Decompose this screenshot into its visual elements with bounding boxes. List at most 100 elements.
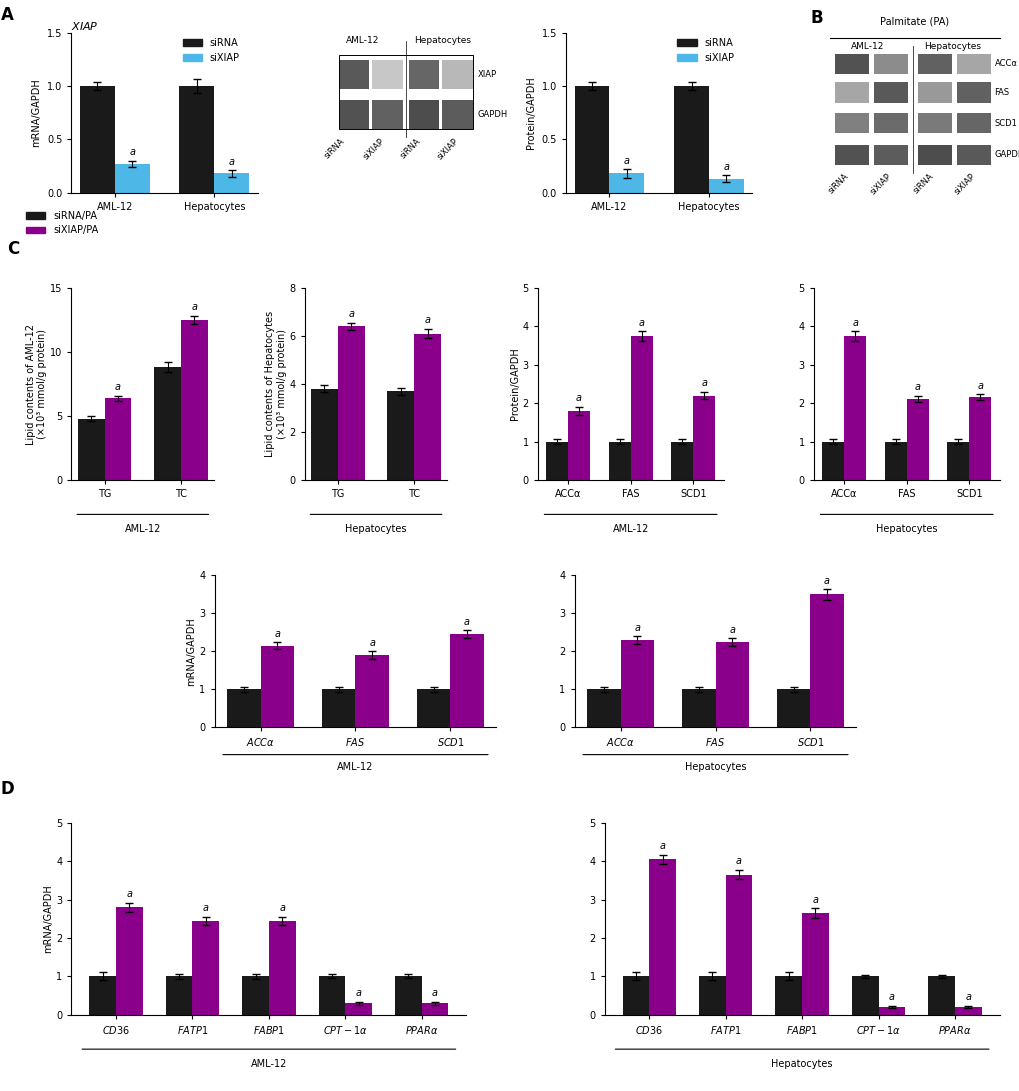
FancyBboxPatch shape — [835, 82, 868, 103]
Bar — [608, 442, 630, 480]
Text: siRNA: siRNA — [322, 136, 346, 160]
Text: a: a — [624, 156, 629, 166]
Text: a: a — [888, 992, 894, 1002]
Text: a: a — [274, 628, 280, 639]
Text: AML-12: AML-12 — [850, 43, 883, 51]
Bar — [546, 442, 568, 480]
FancyBboxPatch shape — [957, 53, 990, 74]
Text: a: a — [126, 889, 132, 899]
Bar — [574, 86, 608, 192]
Bar — [776, 690, 810, 728]
Bar — [394, 976, 421, 1015]
FancyBboxPatch shape — [873, 145, 907, 166]
Bar — [193, 921, 219, 1015]
Legend: siRNA, siXIAP: siRNA, siXIAP — [178, 35, 244, 67]
Legend: siRNA/PA, siXIAP/PA: siRNA/PA, siXIAP/PA — [22, 206, 102, 239]
FancyBboxPatch shape — [409, 100, 439, 129]
Text: siXIAP: siXIAP — [435, 136, 461, 161]
Bar — [954, 1007, 980, 1015]
Bar — [774, 976, 801, 1015]
Bar — [587, 690, 620, 728]
Bar — [180, 320, 208, 480]
Bar — [877, 1007, 904, 1015]
Text: a: a — [115, 382, 121, 392]
Bar — [356, 656, 388, 728]
Bar — [387, 392, 414, 480]
Text: a: a — [851, 317, 857, 327]
Bar — [906, 399, 927, 480]
Bar — [649, 860, 676, 1015]
Text: FAS: FAS — [994, 88, 1009, 97]
Text: a: a — [432, 987, 437, 998]
Text: B: B — [809, 9, 822, 27]
Text: Hepatocytes: Hepatocytes — [345, 524, 407, 533]
Text: Hepatocytes: Hepatocytes — [875, 524, 936, 533]
FancyBboxPatch shape — [372, 60, 403, 88]
Text: Palmitate (PA): Palmitate (PA) — [879, 16, 949, 26]
FancyBboxPatch shape — [917, 145, 952, 166]
Text: a: a — [279, 903, 285, 913]
Text: a: a — [659, 841, 665, 851]
Text: a: a — [812, 895, 817, 904]
Y-axis label: Lipid contents of Hepatocytes
(×10³ mmol/g protein): Lipid contents of Hepatocytes (×10³ mmol… — [265, 311, 286, 457]
Bar — [568, 411, 589, 480]
Text: a: a — [823, 576, 829, 586]
Text: a: a — [369, 638, 375, 648]
Text: a: a — [228, 157, 234, 167]
FancyBboxPatch shape — [835, 145, 868, 166]
Text: a: a — [356, 987, 362, 998]
Text: AML-12: AML-12 — [346, 36, 379, 45]
Text: a: a — [722, 163, 729, 172]
Bar — [674, 86, 708, 192]
FancyBboxPatch shape — [917, 53, 952, 74]
Bar — [179, 86, 214, 192]
Bar — [671, 442, 693, 480]
Bar — [682, 690, 714, 728]
Text: siXIAP: siXIAP — [361, 136, 385, 161]
Text: siXIAP: siXIAP — [952, 171, 976, 196]
FancyBboxPatch shape — [917, 112, 952, 133]
FancyBboxPatch shape — [873, 82, 907, 103]
Text: siRNA: siRNA — [911, 171, 934, 195]
Bar — [450, 634, 483, 728]
Y-axis label: mRNA/GAPDH: mRNA/GAPDH — [43, 885, 53, 954]
Text: XIAP: XIAP — [477, 70, 496, 79]
Text: a: a — [964, 992, 970, 1002]
Text: GAPDH: GAPDH — [477, 110, 507, 119]
Bar — [311, 388, 337, 480]
Text: ACCα: ACCα — [994, 59, 1016, 69]
Bar — [421, 1003, 448, 1015]
Text: GAPDH: GAPDH — [994, 151, 1019, 159]
Bar — [884, 442, 906, 480]
Text: a: a — [638, 317, 644, 327]
Bar — [844, 336, 865, 480]
Bar — [322, 690, 356, 728]
Text: a: a — [729, 625, 735, 635]
Text: a: a — [914, 383, 920, 393]
Bar — [708, 179, 743, 192]
Text: SCD1: SCD1 — [994, 119, 1016, 128]
Text: AML-12: AML-12 — [251, 1058, 286, 1069]
Bar — [810, 595, 843, 728]
FancyBboxPatch shape — [338, 100, 369, 129]
Bar — [337, 326, 364, 480]
Text: a: a — [203, 903, 209, 913]
Text: AML-12: AML-12 — [337, 763, 373, 772]
Bar — [414, 334, 440, 480]
Bar — [214, 173, 249, 192]
Bar — [166, 976, 193, 1015]
Text: Hepatocytes: Hepatocytes — [923, 43, 979, 51]
Bar — [698, 976, 725, 1015]
Bar — [318, 976, 345, 1015]
Bar — [725, 875, 752, 1015]
Bar — [801, 913, 828, 1015]
Text: Hepatocytes: Hepatocytes — [770, 1058, 833, 1069]
Text: siXIAP: siXIAP — [867, 171, 892, 196]
Bar — [693, 396, 714, 480]
Bar — [242, 976, 269, 1015]
FancyBboxPatch shape — [835, 112, 868, 133]
Bar — [116, 908, 143, 1015]
FancyBboxPatch shape — [442, 100, 472, 129]
Text: a: a — [736, 856, 742, 866]
Bar — [947, 442, 968, 480]
